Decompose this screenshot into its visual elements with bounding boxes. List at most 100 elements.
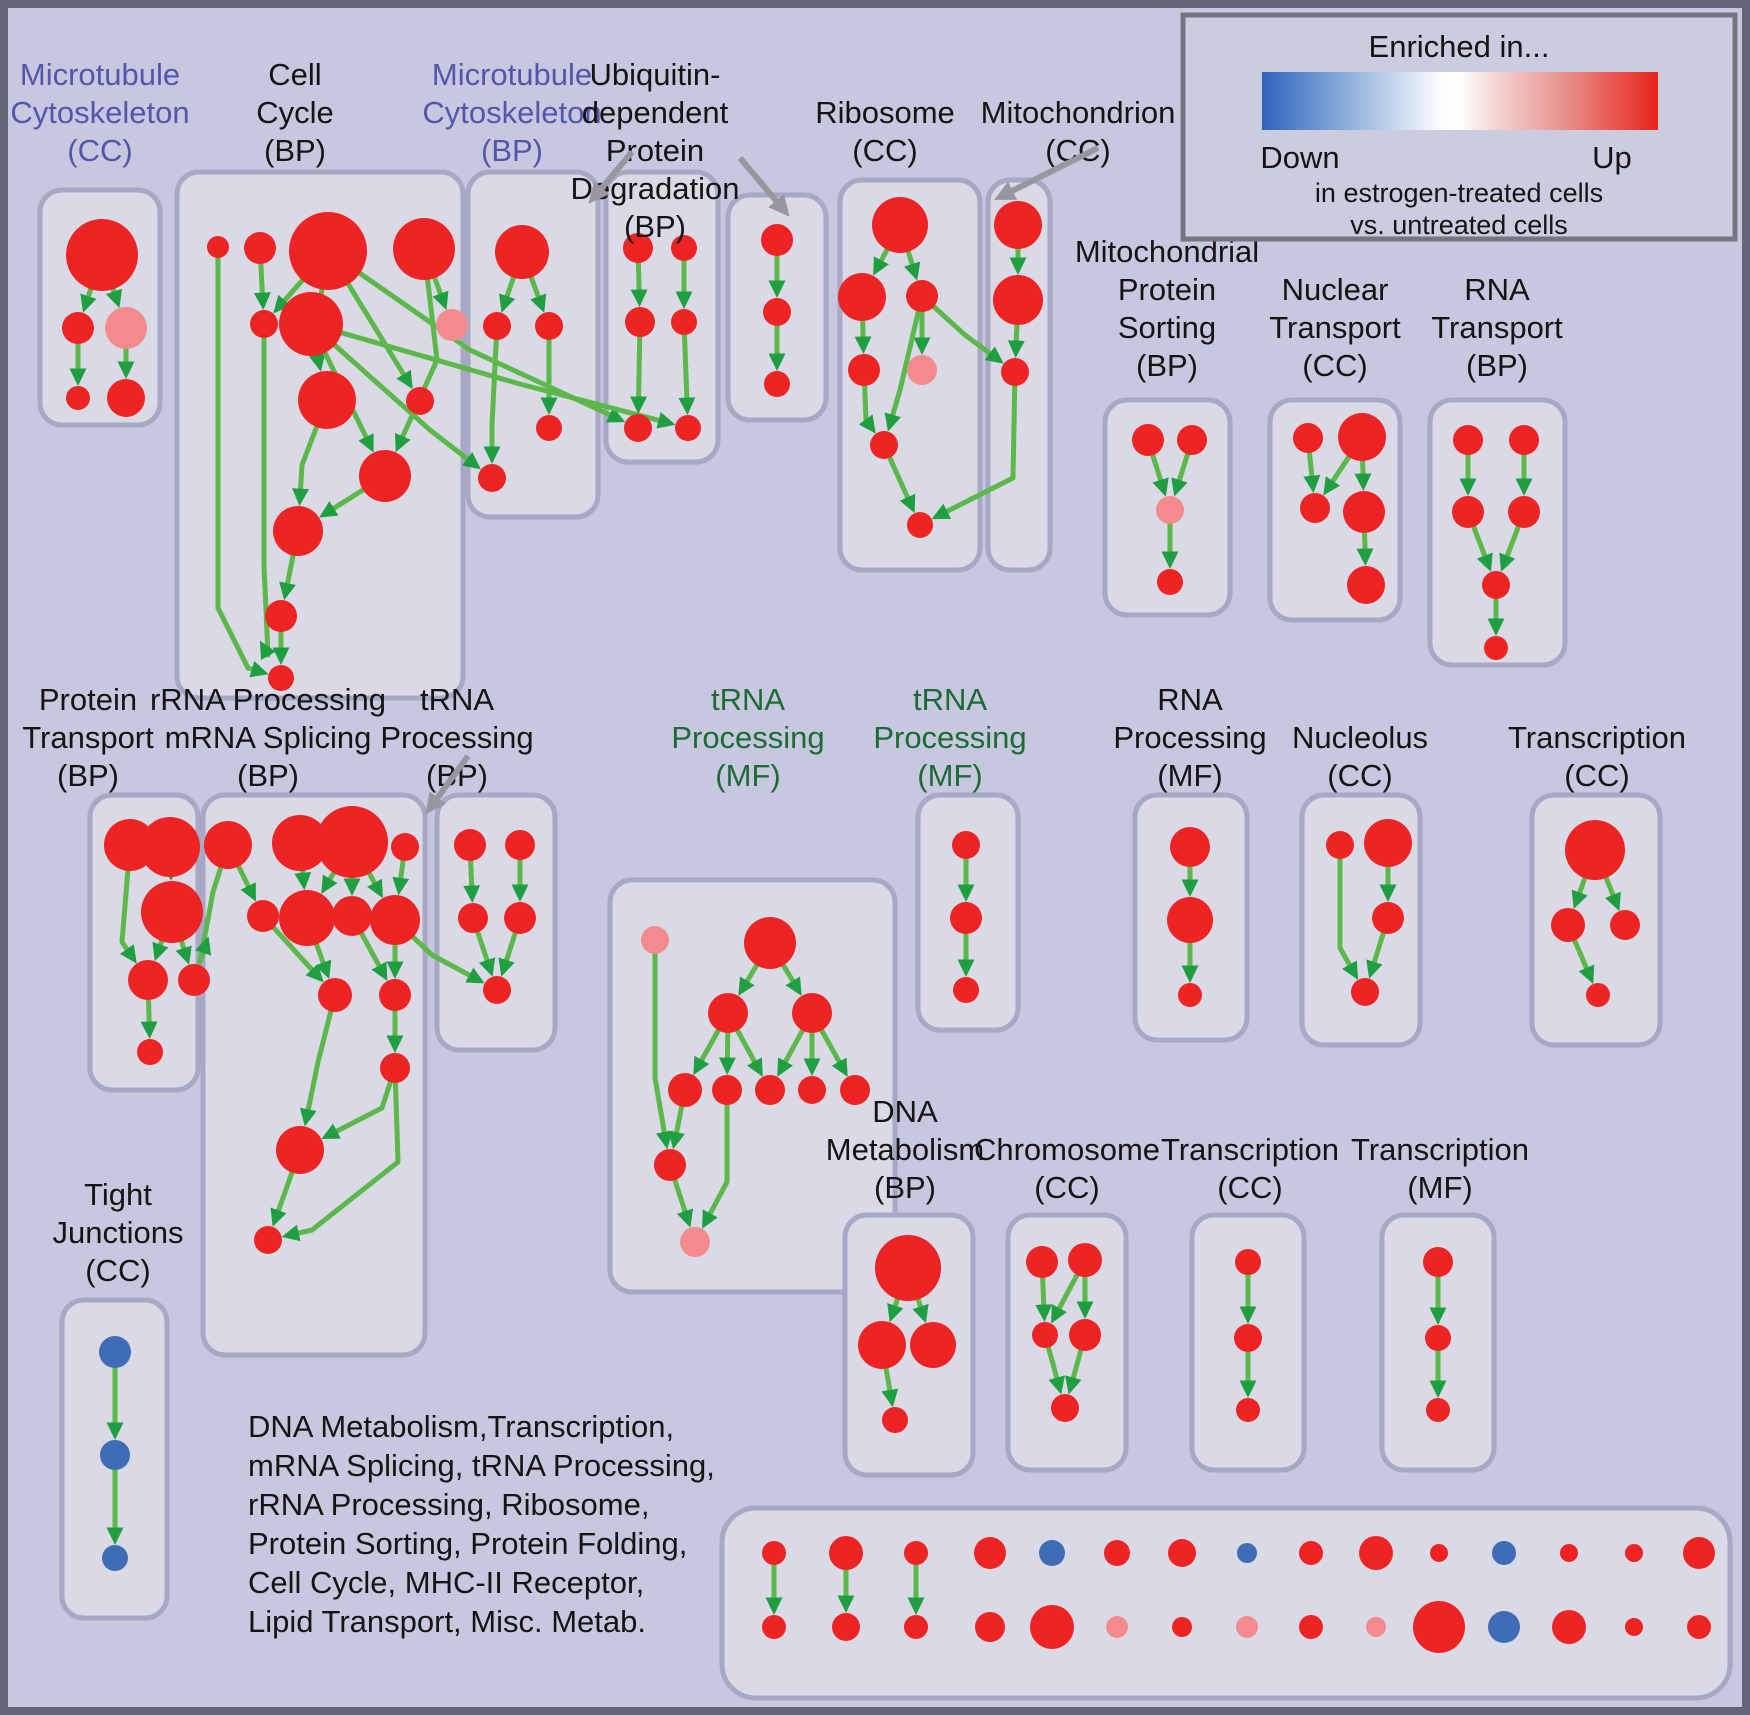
gene-node-up (974, 1537, 1006, 1569)
legend-subtitle-line2: vs. untreated cells (1350, 210, 1568, 240)
gene-node-down (102, 1545, 128, 1571)
gene-node-up (950, 902, 982, 934)
gene-node-up (62, 312, 94, 344)
gene-node-up (762, 1615, 786, 1639)
cluster-label-line: Transcription (1508, 720, 1686, 755)
edge-arrow (483, 325, 501, 464)
edge-arrow (884, 295, 925, 432)
gene-node-up (454, 829, 486, 861)
gene-node-up (204, 821, 252, 869)
cluster-label-line: Cytoskeleton (422, 95, 601, 130)
edge-arrow (1337, 845, 1359, 980)
cluster-label-line: (MF) (917, 758, 982, 793)
legend-gradient-bar (1262, 72, 1658, 130)
gene-node-up (1610, 910, 1640, 940)
cluster-box-misc-categories-panel (719, 1505, 1733, 1701)
gene-node-up (712, 1075, 742, 1105)
cluster-label: tRNA Processing (MF) (873, 682, 1026, 793)
gene-node-up (478, 464, 506, 492)
gene-node-up (1167, 897, 1213, 943)
annotation-arrow (993, 145, 1100, 201)
cluster-label-line: Metabolism (826, 1132, 985, 1167)
cluster-label-line: (MF) (715, 758, 780, 793)
gene-node-up (1625, 1618, 1643, 1636)
gene-node-up (316, 806, 388, 878)
footnote-line: Protein Sorting, Protein Folding, (248, 1526, 687, 1561)
gene-node-up (624, 414, 652, 442)
legend-subtitle-line1: in estrogen-treated cells (1315, 178, 1603, 208)
cluster-label-line: Degradation (571, 171, 740, 206)
gene-node-up (1551, 908, 1585, 942)
edge-arrow (652, 940, 673, 1150)
cluster-label-line: tRNA (711, 682, 785, 717)
gene-node-up (1586, 983, 1610, 1007)
gene-node-up (458, 903, 488, 933)
gene-node-mild-up (1366, 1617, 1386, 1637)
gene-node-up (66, 386, 90, 410)
footnote-line: rRNA Processing, Ribosome, (248, 1487, 649, 1522)
cluster-label-line: tRNA (913, 682, 987, 717)
gene-node-up (625, 307, 655, 337)
gene-node-up (1509, 425, 1539, 455)
gene-node-up (993, 275, 1043, 325)
cluster-label-line: dependent (582, 95, 729, 130)
gene-node-up (137, 1039, 163, 1065)
gene-node-up (744, 917, 796, 969)
gene-node-up (141, 881, 203, 943)
gene-node-mild-up (105, 307, 147, 349)
gene-node-up (1299, 1615, 1323, 1639)
gene-node-up (882, 1407, 908, 1433)
cluster-label: Microtubule Cytoskeleton (BP) (422, 57, 601, 168)
cluster-label-line: Nucleolus (1292, 720, 1428, 755)
cluster-label-line: Tight (84, 1177, 152, 1212)
cluster-label: Chromosome (CC) (974, 1132, 1160, 1205)
gene-node-up (623, 233, 653, 263)
cluster-label-line: Ribosome (815, 95, 955, 130)
cluster-label-line: (BP) (1466, 348, 1528, 383)
edge-arrow (858, 369, 876, 434)
gene-node-up (272, 815, 328, 871)
footnote-line: Lipid Transport, Misc. Metab. (248, 1604, 646, 1639)
cluster-label-line: Protein (1118, 272, 1216, 307)
cluster-label: RNA Transport (BP) (1431, 272, 1563, 383)
cluster-label: Mitochondrial Protein Sorting (BP) (1075, 234, 1259, 383)
gene-node-up (1032, 1322, 1058, 1348)
gene-node-up (289, 212, 367, 290)
gene-node-up (904, 1615, 928, 1639)
gene-node-up (244, 232, 276, 264)
cluster-label-line: Transcription (1161, 1132, 1339, 1167)
gene-node-up (406, 387, 434, 415)
cluster-label-line: (MF) (1157, 758, 1222, 793)
gene-node-up (254, 1226, 282, 1254)
gene-node-up (1508, 496, 1540, 528)
gene-node-up (268, 665, 294, 691)
cluster-label-line: Chromosome (974, 1132, 1160, 1167)
gene-node-up (762, 1541, 786, 1565)
cluster-label-line: Ubiquitin- (590, 57, 721, 92)
cluster-label-line: (BP) (1136, 348, 1198, 383)
cluster-label-line: Transcription (1351, 1132, 1529, 1167)
gene-node-up (953, 977, 979, 1003)
gene-node-up (1051, 1394, 1079, 1422)
cluster-label: Mitochondrion (CC) (981, 95, 1176, 168)
gene-node-up (792, 993, 832, 1033)
gene-node-up (668, 1073, 702, 1107)
gene-node-mild-up (1106, 1616, 1128, 1638)
annotation-arrow (737, 156, 790, 217)
cluster-label: Nucleolus (CC) (1292, 720, 1428, 793)
cluster-label: tRNA Processing (MF) (671, 682, 824, 793)
cluster-label: rRNA Processing mRNA Splicing (BP) (150, 682, 386, 793)
gene-node-down (1488, 1611, 1520, 1643)
gene-node-up (483, 976, 511, 1004)
cluster-label-line: Cytoskeleton (10, 95, 189, 130)
gene-node-up (1299, 1541, 1323, 1565)
gene-node-up (535, 312, 563, 340)
gene-node-up (1343, 491, 1385, 533)
cluster-label-line: Nuclear (1282, 272, 1389, 307)
gene-node-down (1237, 1543, 1257, 1563)
gene-node-up (1293, 423, 1323, 453)
layer-text: Microtubule Cytoskeleton (CC)Cell Cycle (BP)… (10, 57, 1686, 1639)
gene-node-up (1168, 1539, 1196, 1567)
cluster-label-line: (CC) (1034, 1170, 1099, 1205)
